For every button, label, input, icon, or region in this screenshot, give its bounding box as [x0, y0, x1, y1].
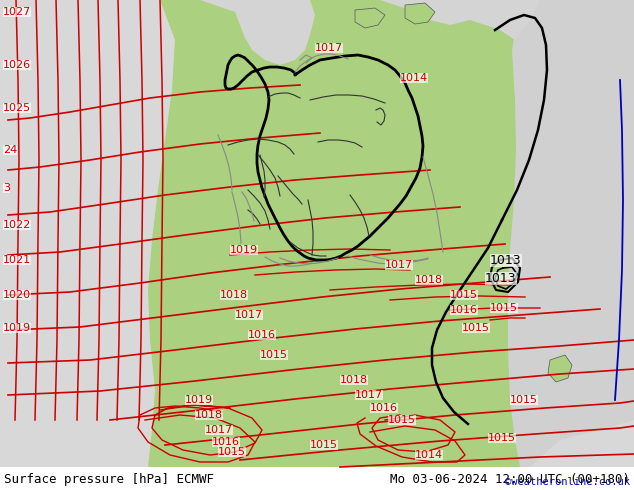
Text: ©weatheronline.co.uk: ©weatheronline.co.uk	[505, 477, 630, 487]
Polygon shape	[405, 3, 435, 24]
Text: 1016: 1016	[248, 330, 276, 340]
Polygon shape	[0, 0, 634, 467]
Text: 1015: 1015	[260, 350, 288, 360]
Text: 1018: 1018	[415, 275, 443, 285]
Text: 1013: 1013	[485, 271, 517, 285]
Text: 1017: 1017	[355, 390, 383, 400]
Text: 1018: 1018	[195, 410, 223, 420]
Text: 1014: 1014	[415, 450, 443, 460]
Text: 1017: 1017	[315, 43, 343, 53]
Text: 1019: 1019	[3, 323, 31, 333]
Text: 1015: 1015	[388, 415, 416, 425]
Text: 1025: 1025	[3, 103, 31, 113]
Bar	[0, 467, 634, 490]
Text: 1019: 1019	[230, 245, 258, 255]
Text: 1027: 1027	[3, 7, 31, 17]
Text: 1022: 1022	[3, 220, 31, 230]
Text: 1017: 1017	[205, 425, 233, 435]
Text: 1018: 1018	[220, 290, 248, 300]
Text: 1017: 1017	[235, 310, 263, 320]
Text: 1021: 1021	[3, 255, 31, 265]
Text: 1015: 1015	[490, 303, 518, 313]
Polygon shape	[0, 0, 175, 467]
Text: 1020: 1020	[3, 290, 31, 300]
Polygon shape	[355, 8, 385, 28]
Text: 1013: 1013	[490, 253, 522, 267]
Text: 24: 24	[3, 145, 17, 155]
Text: 1015: 1015	[450, 290, 478, 300]
Polygon shape	[508, 0, 634, 467]
Text: 1015: 1015	[218, 447, 246, 457]
Text: 1016: 1016	[370, 403, 398, 413]
Text: Surface pressure [hPa] ECMWF: Surface pressure [hPa] ECMWF	[4, 472, 214, 486]
Text: 1016: 1016	[212, 437, 240, 447]
Text: 1019: 1019	[185, 395, 213, 405]
Polygon shape	[548, 355, 572, 382]
Text: 1015: 1015	[310, 440, 338, 450]
Polygon shape	[400, 420, 634, 467]
Text: 1018: 1018	[340, 375, 368, 385]
Polygon shape	[380, 0, 540, 40]
Text: 1015: 1015	[488, 433, 516, 443]
Text: 1015: 1015	[462, 323, 490, 333]
Text: Mo 03-06-2024 12:00 UTC (00+180): Mo 03-06-2024 12:00 UTC (00+180)	[390, 472, 630, 486]
Text: 3: 3	[3, 183, 10, 193]
Text: 1026: 1026	[3, 60, 31, 70]
Text: 1017: 1017	[385, 260, 413, 270]
Text: 1014: 1014	[400, 73, 428, 83]
Polygon shape	[200, 0, 315, 65]
Text: 1015: 1015	[510, 395, 538, 405]
Text: 1016: 1016	[450, 305, 478, 315]
